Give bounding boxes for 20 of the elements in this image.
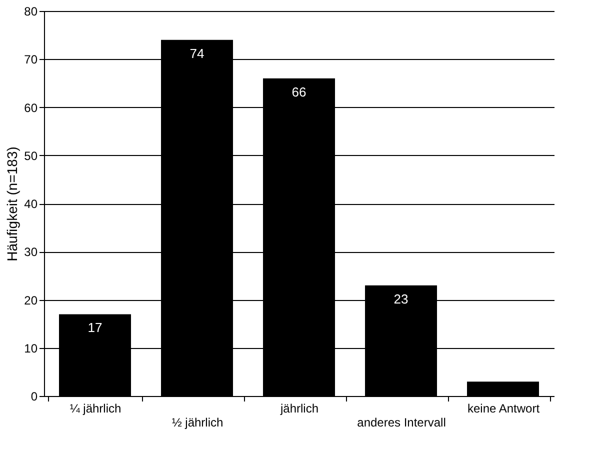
data-label: 66 bbox=[292, 84, 306, 100]
y-tick-label: 20 bbox=[24, 293, 38, 308]
y-tick-label: 80 bbox=[24, 4, 38, 18]
x-tick-label: anderes Intervall bbox=[357, 416, 446, 430]
x-tick-label: keine Antwort bbox=[467, 402, 540, 416]
y-tick-label: 70 bbox=[24, 52, 38, 67]
y-tick-label: 30 bbox=[24, 245, 38, 260]
data-label: 17 bbox=[88, 320, 102, 336]
x-tick-label: ¼ jährlich bbox=[70, 402, 122, 416]
x-tick-label: jährlich bbox=[279, 402, 319, 416]
data-label: 23 bbox=[394, 291, 408, 306]
x-tick-label: ½ jährlich bbox=[172, 416, 224, 430]
y-tick-label: 10 bbox=[24, 341, 38, 356]
y-tick-label: 40 bbox=[24, 197, 38, 211]
y-tick-label: 50 bbox=[24, 148, 38, 163]
y-axis-title: Häufigkeit (n=183) bbox=[4, 146, 20, 262]
y-tick-label: 60 bbox=[24, 100, 38, 115]
bar bbox=[467, 382, 539, 396]
y-tick-label: 0 bbox=[30, 390, 38, 404]
data-label: 74 bbox=[190, 46, 204, 61]
